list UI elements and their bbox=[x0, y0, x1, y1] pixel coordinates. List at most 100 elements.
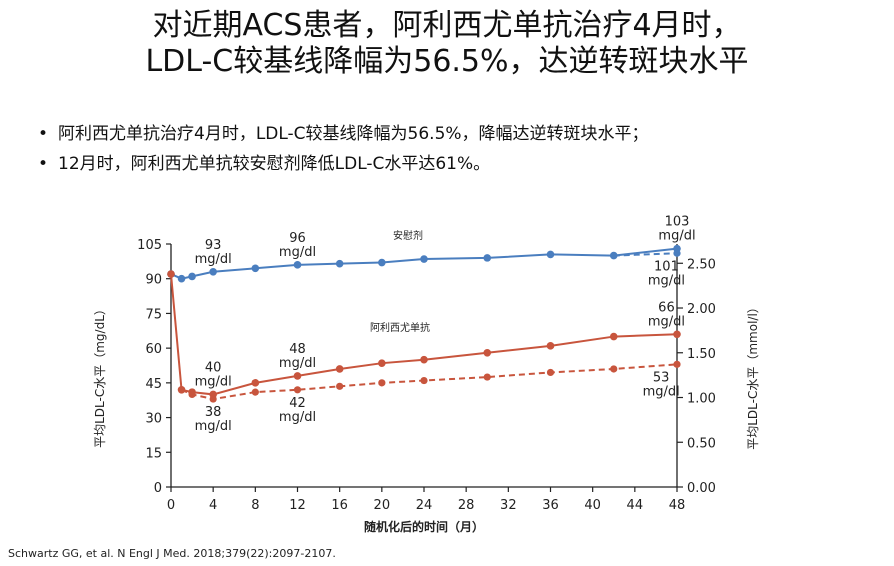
bullet-list: • 阿利西尤单抗治疗4月时，LDL-C较基线降幅为56.5%，降幅达逆转斑块水平… bbox=[38, 119, 649, 179]
y-tick-label: 105 bbox=[137, 238, 162, 253]
data-point-placebo bbox=[610, 251, 618, 260]
series-line-placebo-dashed bbox=[613, 252, 678, 257]
x-tick-label: 24 bbox=[416, 498, 433, 513]
x-tick-label: 28 bbox=[458, 498, 475, 513]
data-point-alirocumab bbox=[251, 379, 260, 387]
data-point-alirocumab bbox=[673, 360, 681, 368]
data-point-alirocumab bbox=[483, 373, 491, 381]
data-point-placebo bbox=[546, 250, 555, 259]
annotation-value: 48 bbox=[289, 342, 306, 357]
data-point-placebo bbox=[177, 274, 186, 283]
y-tick-label: 90 bbox=[145, 273, 162, 288]
data-point-alirocumab bbox=[610, 365, 618, 373]
data-point-alirocumab bbox=[420, 376, 428, 385]
y-axis-right-label: 平均LDL-C水平（mmol/l） bbox=[746, 301, 760, 450]
x-tick-label: 0 bbox=[167, 498, 175, 513]
bullet-item: • 12月时，阿利西尤单抗较安慰剂降低LDL-C水平达61%。 bbox=[38, 149, 649, 179]
y-tick-label: 30 bbox=[145, 412, 162, 427]
y-tick-label: 0 bbox=[154, 481, 162, 496]
annotation-unit: mg/dl bbox=[279, 356, 316, 371]
x-tick-label: 40 bbox=[584, 498, 601, 513]
annotation-value: 66 bbox=[658, 300, 675, 315]
x-tick-label: 44 bbox=[627, 498, 644, 513]
bullet-dot-icon: • bbox=[38, 154, 49, 174]
data-point-alirocumab bbox=[378, 359, 386, 367]
x-tick-label: 12 bbox=[289, 498, 306, 513]
y-tick-label: 15 bbox=[145, 446, 162, 461]
annotation-unit: mg/dl bbox=[648, 314, 685, 329]
series-label-placebo: 安慰剂 bbox=[393, 229, 423, 242]
data-point-placebo bbox=[188, 272, 196, 281]
y-right-tick-label: 2.50 bbox=[687, 257, 716, 272]
y-tick-label: 60 bbox=[145, 342, 162, 357]
data-point-alirocumab bbox=[546, 342, 555, 350]
annotation-value: 42 bbox=[289, 396, 306, 411]
data-point-alirocumab bbox=[336, 382, 344, 390]
data-point-alirocumab bbox=[483, 348, 492, 357]
data-point-placebo bbox=[293, 261, 302, 269]
data-point-placebo bbox=[251, 264, 260, 273]
y-tick-label: 75 bbox=[145, 307, 162, 322]
y-right-tick-label: 1.50 bbox=[687, 347, 716, 362]
data-point-alirocumab bbox=[209, 395, 217, 403]
annotation-unit: mg/dl bbox=[279, 410, 316, 425]
x-tick-label: 48 bbox=[669, 498, 686, 513]
data-point-alirocumab bbox=[251, 388, 259, 396]
series-label-alirocumab: 阿利西尤单抗 bbox=[370, 321, 430, 334]
annotation-value: 40 bbox=[205, 360, 222, 375]
data-point-placebo bbox=[378, 258, 386, 267]
series-line-alirocumab-dashed bbox=[181, 363, 678, 401]
x-tick-label: 20 bbox=[374, 498, 391, 513]
x-tick-label: 8 bbox=[251, 498, 259, 513]
data-point-placebo bbox=[335, 259, 344, 268]
annotation-value: 53 bbox=[653, 370, 670, 385]
annotation-unit: mg/dl bbox=[643, 384, 680, 399]
data-point-placebo bbox=[420, 255, 428, 263]
data-point-alirocumab bbox=[293, 386, 302, 394]
annotation-value: 93 bbox=[205, 238, 222, 253]
data-point-alirocumab bbox=[335, 365, 344, 373]
data-point-alirocumab bbox=[546, 368, 555, 377]
data-point-placebo bbox=[673, 249, 681, 257]
x-tick-label: 32 bbox=[500, 498, 517, 513]
annotation-value: 96 bbox=[289, 231, 306, 246]
citation: Schwartz GG, et al. N Engl J Med. 2018;3… bbox=[8, 547, 336, 560]
y-axis-label: 平均LDL-C水平（mg/dL） bbox=[93, 303, 107, 448]
annotation-value: 38 bbox=[205, 405, 222, 420]
bullet-item: • 阿利西尤单抗治疗4月时，LDL-C较基线降幅为56.5%，降幅达逆转斑块水平… bbox=[38, 119, 649, 149]
annotation-value: 103 bbox=[665, 215, 690, 230]
data-point-alirocumab bbox=[293, 372, 302, 380]
y-right-tick-label: 0.50 bbox=[687, 436, 716, 451]
bullet-text: 阿利西尤单抗治疗4月时，LDL-C较基线降幅为56.5%，降幅达逆转斑块水平； bbox=[58, 124, 649, 144]
y-right-tick-label: 0.00 bbox=[687, 481, 716, 496]
annotation-unit: mg/dl bbox=[195, 419, 232, 434]
bullet-text: 12月时，阿利西尤单抗较安慰剂降低LDL-C水平达61%。 bbox=[58, 154, 491, 174]
data-point-alirocumab bbox=[378, 379, 386, 387]
x-tick-label: 4 bbox=[209, 498, 217, 513]
data-point-alirocumab bbox=[188, 390, 196, 399]
y-tick-label: 45 bbox=[145, 377, 162, 392]
page-title-line2: LDL-C较基线降幅为56.5%，达逆转斑块水平 bbox=[145, 44, 749, 79]
data-point-placebo bbox=[209, 267, 217, 276]
y-right-tick-label: 2.00 bbox=[687, 302, 716, 317]
bullet-dot-icon: • bbox=[38, 124, 49, 144]
x-tick-label: 16 bbox=[331, 498, 348, 513]
data-point-alirocumab bbox=[167, 270, 175, 278]
data-point-alirocumab bbox=[609, 332, 618, 341]
data-point-alirocumab bbox=[673, 330, 681, 339]
y-right-tick-label: 1.00 bbox=[687, 392, 716, 407]
page-title-line1: 对近期ACS患者，阿利西尤单抗治疗4月时， bbox=[152, 8, 742, 43]
annotation-unit: mg/dl bbox=[648, 273, 685, 288]
annotation-unit: mg/dl bbox=[195, 252, 232, 267]
data-point-placebo bbox=[483, 254, 492, 262]
data-point-alirocumab bbox=[420, 355, 428, 364]
data-point-alirocumab bbox=[177, 386, 186, 394]
x-axis-label: 随机化后的时间（月） bbox=[364, 519, 484, 534]
series-line-placebo-solid bbox=[170, 247, 678, 280]
annotation-unit: mg/dl bbox=[279, 245, 316, 260]
x-tick-label: 36 bbox=[542, 498, 559, 513]
annotation-unit: mg/dl bbox=[195, 374, 232, 389]
series-line-alirocumab-solid bbox=[170, 273, 678, 396]
annotation-unit: mg/dl bbox=[658, 229, 695, 244]
